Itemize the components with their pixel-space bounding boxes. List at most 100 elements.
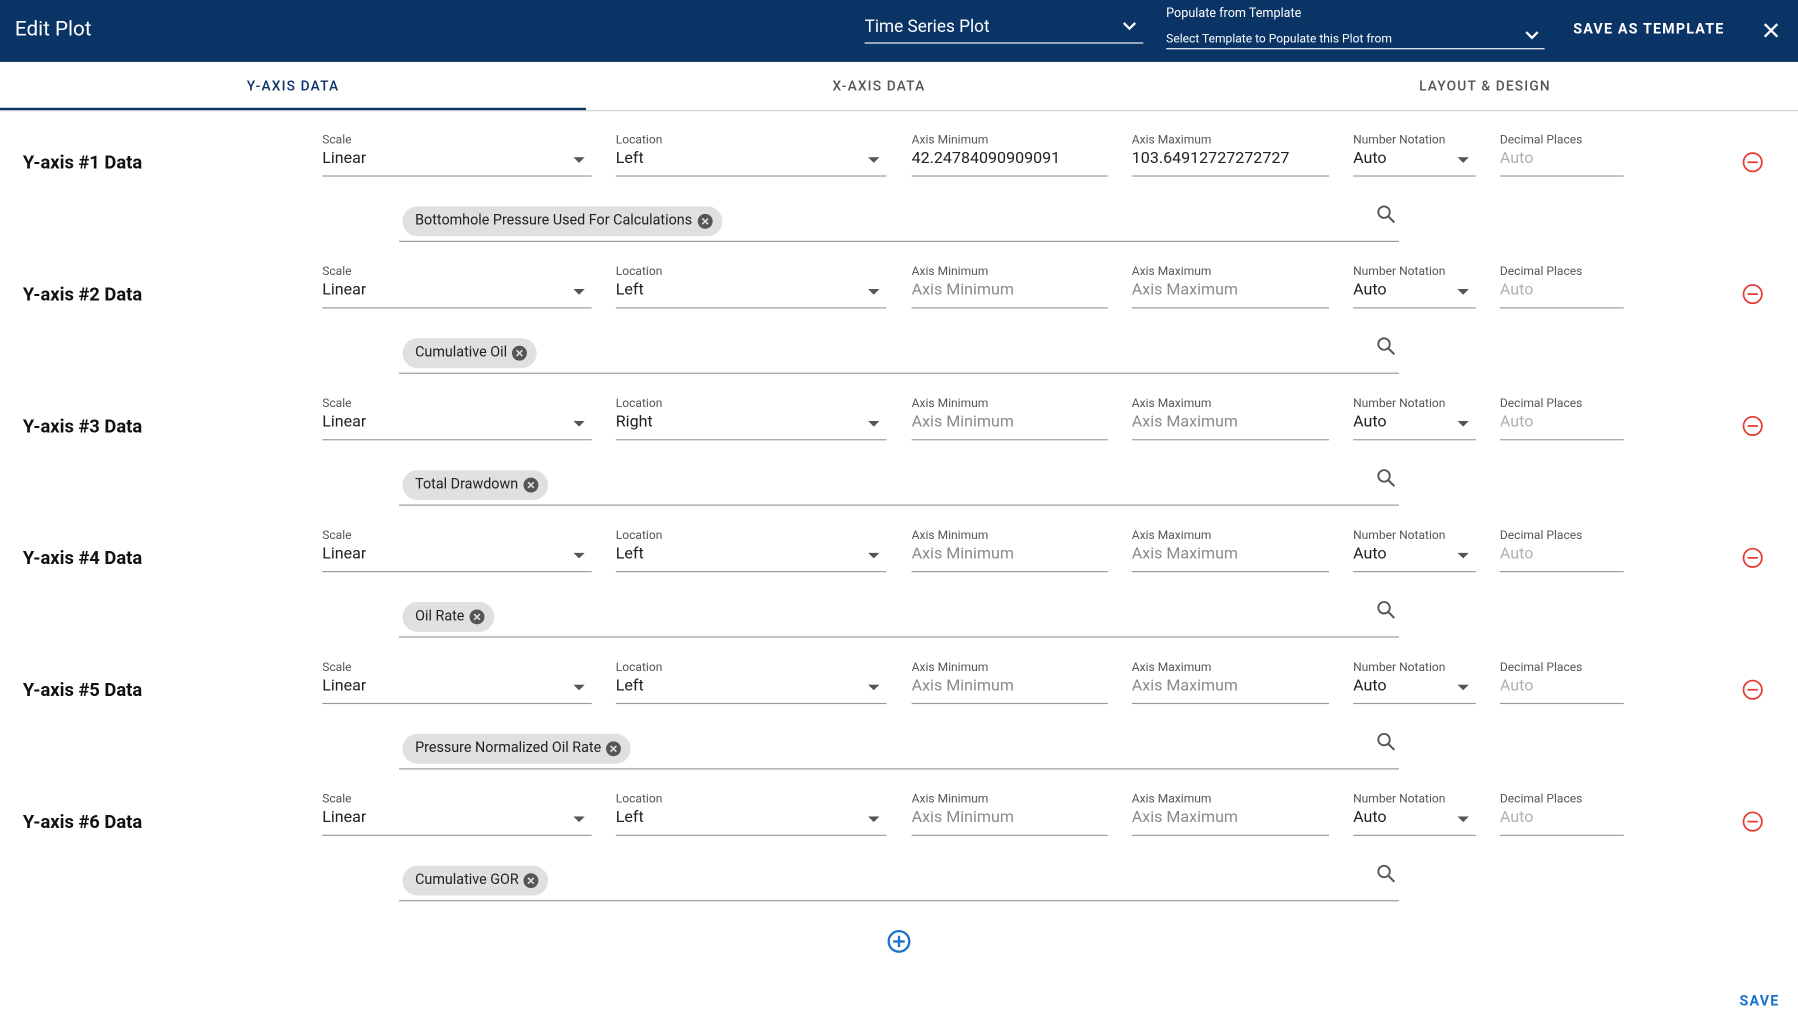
remove-axis-button[interactable]: [1742, 547, 1764, 569]
save-template-button[interactable]: SAVE AS TEMPLATE: [1573, 20, 1725, 38]
field-value[interactable]: Left: [615, 149, 644, 168]
field-value[interactable]: Auto: [1353, 808, 1387, 827]
chip-remove[interactable]: [523, 477, 539, 493]
chip-remove[interactable]: [511, 345, 527, 361]
field-underline: [615, 834, 887, 836]
field-placeholder[interactable]: Axis Minimum: [911, 280, 1014, 300]
add-axis-button[interactable]: [886, 929, 911, 954]
field-placeholder[interactable]: Axis Minimum: [911, 544, 1014, 564]
field-value[interactable]: Auto: [1499, 676, 1534, 695]
field-label: Decimal Places: [1499, 263, 1583, 279]
remove-axis-button[interactable]: [1742, 151, 1764, 173]
series-underline: [399, 636, 1399, 638]
search-icon[interactable]: [1376, 336, 1397, 357]
search-icon[interactable]: [1376, 204, 1397, 225]
field-value[interactable]: Auto: [1499, 280, 1534, 300]
chip-remove[interactable]: [697, 213, 713, 229]
field-underline: [615, 175, 887, 177]
chip-remove[interactable]: [469, 609, 485, 625]
field-label: Scale: [322, 131, 352, 147]
field-label: Decimal Places: [1499, 791, 1583, 807]
field-underline: [615, 571, 887, 573]
save-button[interactable]: SAVE: [1739, 993, 1780, 1011]
field-value[interactable]: 103.64912727272727: [1131, 149, 1290, 168]
series-chip[interactable]: Bottomhole Pressure Used For Calculation…: [402, 206, 722, 237]
field-label: Location: [615, 791, 663, 807]
field-value[interactable]: Right: [615, 412, 653, 432]
field-label: Axis Minimum: [911, 263, 989, 279]
dropdown-arrow: [573, 420, 585, 427]
field-placeholder[interactable]: Axis Maximum: [1131, 280, 1239, 300]
dropdown-arrow: [868, 288, 880, 295]
field-label: Decimal Places: [1499, 131, 1583, 147]
field-value[interactable]: Linear: [322, 280, 367, 300]
remove-axis-button[interactable]: [1742, 811, 1764, 833]
field-value[interactable]: Auto: [1353, 412, 1387, 432]
plot-type-select[interactable]: Time Series Plot: [864, 16, 990, 37]
field-value[interactable]: Left: [615, 808, 644, 827]
field-placeholder[interactable]: Axis Maximum: [1131, 676, 1239, 695]
field-underline: [1499, 571, 1624, 573]
field-value[interactable]: Linear: [322, 412, 367, 432]
field-underline: [1131, 571, 1330, 573]
series-chip[interactable]: Total Drawdown: [402, 470, 548, 500]
field-value[interactable]: Auto: [1499, 149, 1534, 168]
dropdown-arrow: [1457, 816, 1469, 823]
field-placeholder[interactable]: Axis Minimum: [911, 676, 1014, 695]
series-underline: [399, 900, 1399, 902]
field-value[interactable]: Auto: [1353, 676, 1387, 695]
field-underline: [911, 175, 1108, 177]
close-button[interactable]: [1762, 22, 1779, 39]
field-underline: [615, 702, 887, 705]
field-value[interactable]: Auto: [1499, 544, 1534, 564]
field-value[interactable]: Left: [615, 280, 644, 300]
series-chip[interactable]: Pressure Normalized Oil Rate: [402, 733, 631, 764]
remove-axis-button[interactable]: [1742, 415, 1764, 437]
field-placeholder[interactable]: Axis Maximum: [1131, 412, 1239, 432]
field-label: Axis Maximum: [1131, 791, 1212, 807]
remove-axis-button[interactable]: [1742, 283, 1764, 305]
field-value[interactable]: Auto: [1353, 149, 1387, 168]
search-icon[interactable]: [1376, 468, 1397, 489]
row-label: Y-axis #1 Data: [22, 151, 143, 174]
series-underline: [399, 372, 1399, 374]
field-label: Decimal Places: [1499, 659, 1583, 675]
field-value[interactable]: Left: [615, 676, 644, 695]
row-label: Y-axis #5 Data: [22, 678, 143, 701]
field-underline: [1131, 175, 1330, 177]
field-placeholder[interactable]: Axis Maximum: [1131, 544, 1239, 564]
field-label: Axis Maximum: [1131, 131, 1212, 147]
field-label: Axis Minimum: [911, 791, 989, 807]
search-icon[interactable]: [1376, 732, 1397, 753]
field-placeholder[interactable]: Axis Minimum: [911, 412, 1014, 432]
remove-axis-button[interactable]: [1742, 679, 1764, 701]
field-value[interactable]: Linear: [322, 676, 367, 695]
field-value[interactable]: Left: [615, 544, 644, 564]
field-value[interactable]: Auto: [1499, 412, 1534, 432]
dropdown-arrow: [868, 684, 880, 691]
field-underline: [322, 175, 592, 177]
search-icon[interactable]: [1376, 863, 1397, 884]
field-value[interactable]: 42.24784090909091: [911, 149, 1061, 168]
search-icon[interactable]: [1376, 600, 1397, 621]
tab[interactable]: LAYOUT & DESIGN: [1419, 77, 1551, 95]
tab[interactable]: X-AXIS DATA: [832, 77, 926, 95]
field-value[interactable]: Auto: [1499, 808, 1534, 827]
field-label: Axis Maximum: [1131, 263, 1212, 279]
chip-remove[interactable]: [605, 741, 621, 757]
field-placeholder[interactable]: Axis Maximum: [1131, 808, 1239, 827]
field-value[interactable]: Linear: [322, 808, 367, 827]
field-placeholder[interactable]: Axis Minimum: [911, 808, 1014, 827]
dropdown-arrow: [573, 552, 585, 559]
dropdown-arrow: [868, 816, 880, 823]
field-underline: [322, 834, 592, 836]
dropdown-arrow: [868, 420, 880, 427]
chip-remove[interactable]: [523, 873, 539, 889]
field-value[interactable]: Linear: [322, 544, 367, 564]
field-value[interactable]: Auto: [1353, 544, 1387, 564]
field-value[interactable]: Auto: [1353, 280, 1387, 300]
field-value[interactable]: Linear: [322, 149, 367, 168]
template-select[interactable]: Select Template to Populate this Plot fr…: [1166, 30, 1392, 46]
tab[interactable]: Y-AXIS DATA: [246, 77, 340, 95]
